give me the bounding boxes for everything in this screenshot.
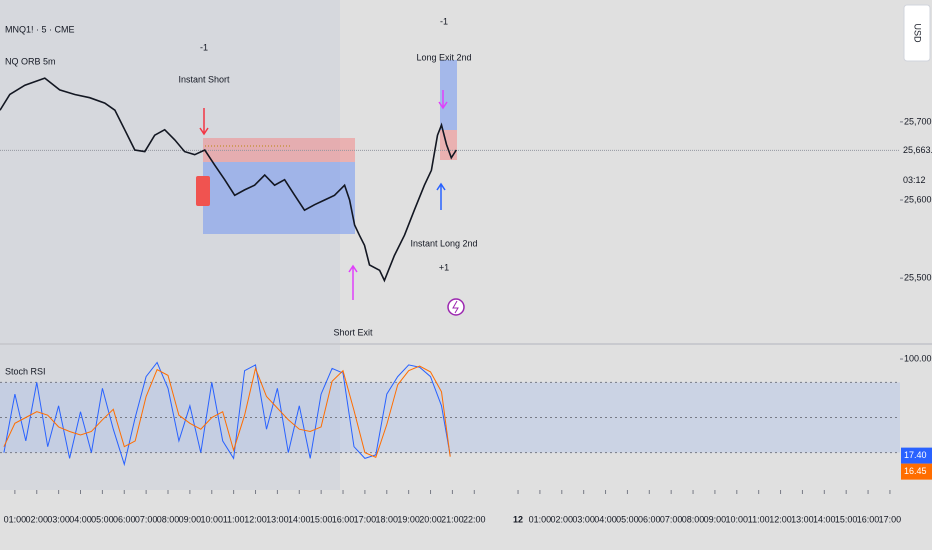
y-tick-label: 25,700.00 — [904, 116, 932, 126]
x-tick-label: 03:00 — [572, 514, 595, 524]
x-tick-label: 13:00 — [791, 514, 814, 524]
x-tick-label: 06:00 — [638, 514, 661, 524]
annotation: Long Exit 2nd — [416, 52, 471, 62]
y-tick-label: 25,500.00 — [904, 273, 932, 283]
annotation: +1 — [439, 262, 449, 272]
y-tick-label: 25,600.00 — [904, 194, 932, 204]
signal-arrows — [199, 90, 448, 300]
x-tick-label: 11:00 — [223, 514, 245, 524]
x-tick-label: 22:00 — [463, 514, 486, 524]
x-tick-label: 08:00 — [682, 514, 705, 524]
x-tick-label: 06:00 — [113, 514, 136, 524]
x-tick-label: 01:00 — [529, 514, 552, 524]
annotation: Short Exit — [333, 327, 373, 337]
x-tick-label: 08:00 — [157, 514, 180, 524]
x-tick-label: 02:00 — [25, 514, 48, 524]
chart-title: MNQ1! · 5 · CME — [5, 24, 75, 34]
x-tick-label: 10:00 — [200, 514, 223, 524]
x-tick-label: 16:00 — [332, 514, 355, 524]
target-zone — [440, 60, 457, 130]
x-tick-label: 12:00 — [769, 514, 792, 524]
x-tick-label: 07:00 — [660, 514, 683, 524]
x-tick-label: 19:00 — [397, 514, 420, 524]
x-tick-label: 11:00 — [748, 514, 770, 524]
x-tick-label: 12 — [513, 514, 523, 524]
x-tick-label: 10:00 — [726, 514, 749, 524]
last-value-badge — [901, 463, 932, 480]
series-line — [3, 361, 451, 467]
sell-marker — [196, 176, 210, 206]
annotation: Instant Short — [178, 74, 230, 84]
x-tick-label: 15:00 — [835, 514, 858, 524]
last-value-label: 17.40 — [904, 450, 927, 460]
arrow — [348, 264, 358, 300]
stop-zone — [440, 130, 457, 160]
last-price-label: 25,663.50 — [903, 145, 932, 155]
series-line — [3, 365, 451, 458]
x-tick-label: 14:00 — [813, 514, 836, 524]
y-tick-label: 100.00 — [904, 353, 932, 363]
currency-label[interactable]: USD — [913, 23, 923, 43]
x-tick-label: 01:00 — [4, 514, 27, 524]
x-tick-label: 07:00 — [135, 514, 158, 524]
x-tick-label: 03:00 — [47, 514, 70, 524]
x-tick-label: 18:00 — [376, 514, 399, 524]
x-tick-label: 17:00 — [354, 514, 377, 524]
x-tick-label: 04:00 — [594, 514, 617, 524]
x-tick-label: 15:00 — [310, 514, 333, 524]
x-tick-label: 21:00 — [441, 514, 464, 524]
series-line — [0, 77, 457, 283]
x-tick-label: 12:00 — [244, 514, 267, 524]
arrow — [438, 90, 448, 110]
last-value-badge — [901, 447, 932, 464]
x-tick-label: 09:00 — [704, 514, 727, 524]
x-tick-label: 13:00 — [266, 514, 289, 524]
x-tick-label: 20:00 — [419, 514, 442, 524]
x-tick-label: 17:00 — [879, 514, 902, 524]
currency-button[interactable] — [903, 4, 931, 62]
annotation: -1 — [440, 16, 448, 26]
x-tick-label: 05:00 — [91, 514, 114, 524]
last-value-label: 16.45 — [904, 466, 927, 476]
arrow — [436, 182, 446, 210]
event-icon — [447, 298, 465, 316]
annotation: -1 — [200, 42, 208, 52]
target-zone — [203, 162, 355, 234]
x-tick-label: 05:00 — [616, 514, 639, 524]
event-icon — [452, 300, 459, 314]
arrow — [199, 108, 209, 136]
countdown: 03:12 — [903, 175, 926, 185]
x-tick-label: 16:00 — [857, 514, 880, 524]
indicator-title: Stoch RSI — [5, 366, 46, 376]
indicator-title: NQ ORB 5m — [5, 56, 56, 66]
x-tick-label: 09:00 — [179, 514, 202, 524]
annotation: Instant Long 2nd — [410, 238, 477, 248]
x-tick-label: 14:00 — [288, 514, 311, 524]
x-tick-label: 04:00 — [69, 514, 92, 524]
x-tick-label: 02:00 — [551, 514, 574, 524]
